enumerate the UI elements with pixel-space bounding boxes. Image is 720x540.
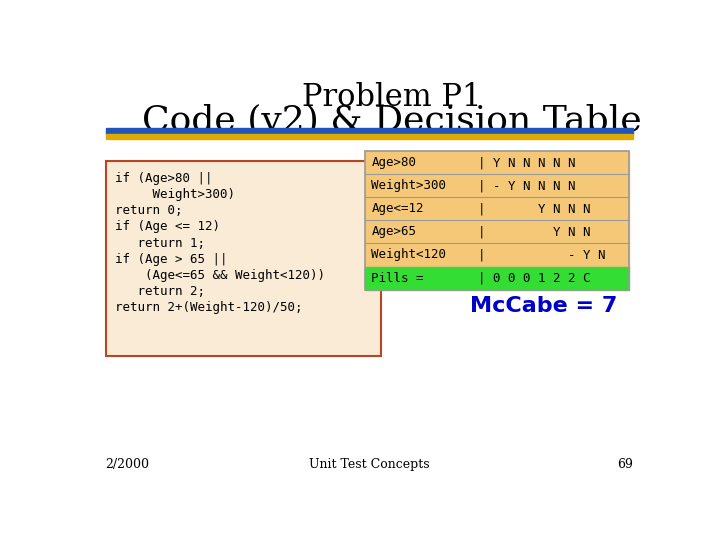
Text: |           - Y N: | - Y N [477, 248, 605, 261]
Text: (Age<=65 && Weight<120)): (Age<=65 && Weight<120)) [114, 269, 325, 282]
Text: |       Y N N N: | Y N N N [477, 202, 590, 215]
Text: if (Age>80 ||: if (Age>80 || [114, 172, 212, 185]
Text: Unit Test Concepts: Unit Test Concepts [309, 458, 429, 471]
Text: Weight<120: Weight<120 [372, 248, 446, 261]
Text: | - Y N N N N: | - Y N N N N [477, 179, 575, 192]
Bar [365, 151, 629, 289]
Text: | 0 0 0 1 2 2 C: | 0 0 0 1 2 2 C [477, 272, 590, 285]
Bar [365, 267, 629, 289]
Text: return 2+(Weight-120)/50;: return 2+(Weight-120)/50; [114, 301, 302, 314]
Text: 2/2000: 2/2000 [106, 458, 150, 471]
Text: if (Age > 65 ||: if (Age > 65 || [114, 253, 228, 266]
Bar [106, 128, 632, 134]
Bar [106, 161, 381, 356]
Text: Age>80: Age>80 [372, 156, 416, 169]
Text: Pills =: Pills = [372, 272, 424, 285]
Text: | Y N N N N N: | Y N N N N N [477, 156, 575, 169]
Text: return 2;: return 2; [114, 285, 204, 298]
Text: return 1;: return 1; [114, 237, 204, 249]
Text: 69: 69 [616, 458, 632, 471]
Text: Weight>300): Weight>300) [114, 188, 235, 201]
Bar [106, 134, 632, 139]
Text: |         Y N N: | Y N N [477, 225, 590, 238]
Text: Age<=12: Age<=12 [372, 202, 424, 215]
Text: Age>65: Age>65 [372, 225, 416, 238]
Text: if (Age <= 12): if (Age <= 12) [114, 220, 220, 233]
Bar [365, 151, 629, 267]
Text: return 0;: return 0; [114, 204, 182, 217]
Text: Problem P1: Problem P1 [302, 83, 482, 113]
Text: Code (v2) & Decision Table: Code (v2) & Decision Table [143, 103, 642, 137]
Text: Weight>300: Weight>300 [372, 179, 446, 192]
Text: McCabe = 7: McCabe = 7 [469, 296, 617, 316]
